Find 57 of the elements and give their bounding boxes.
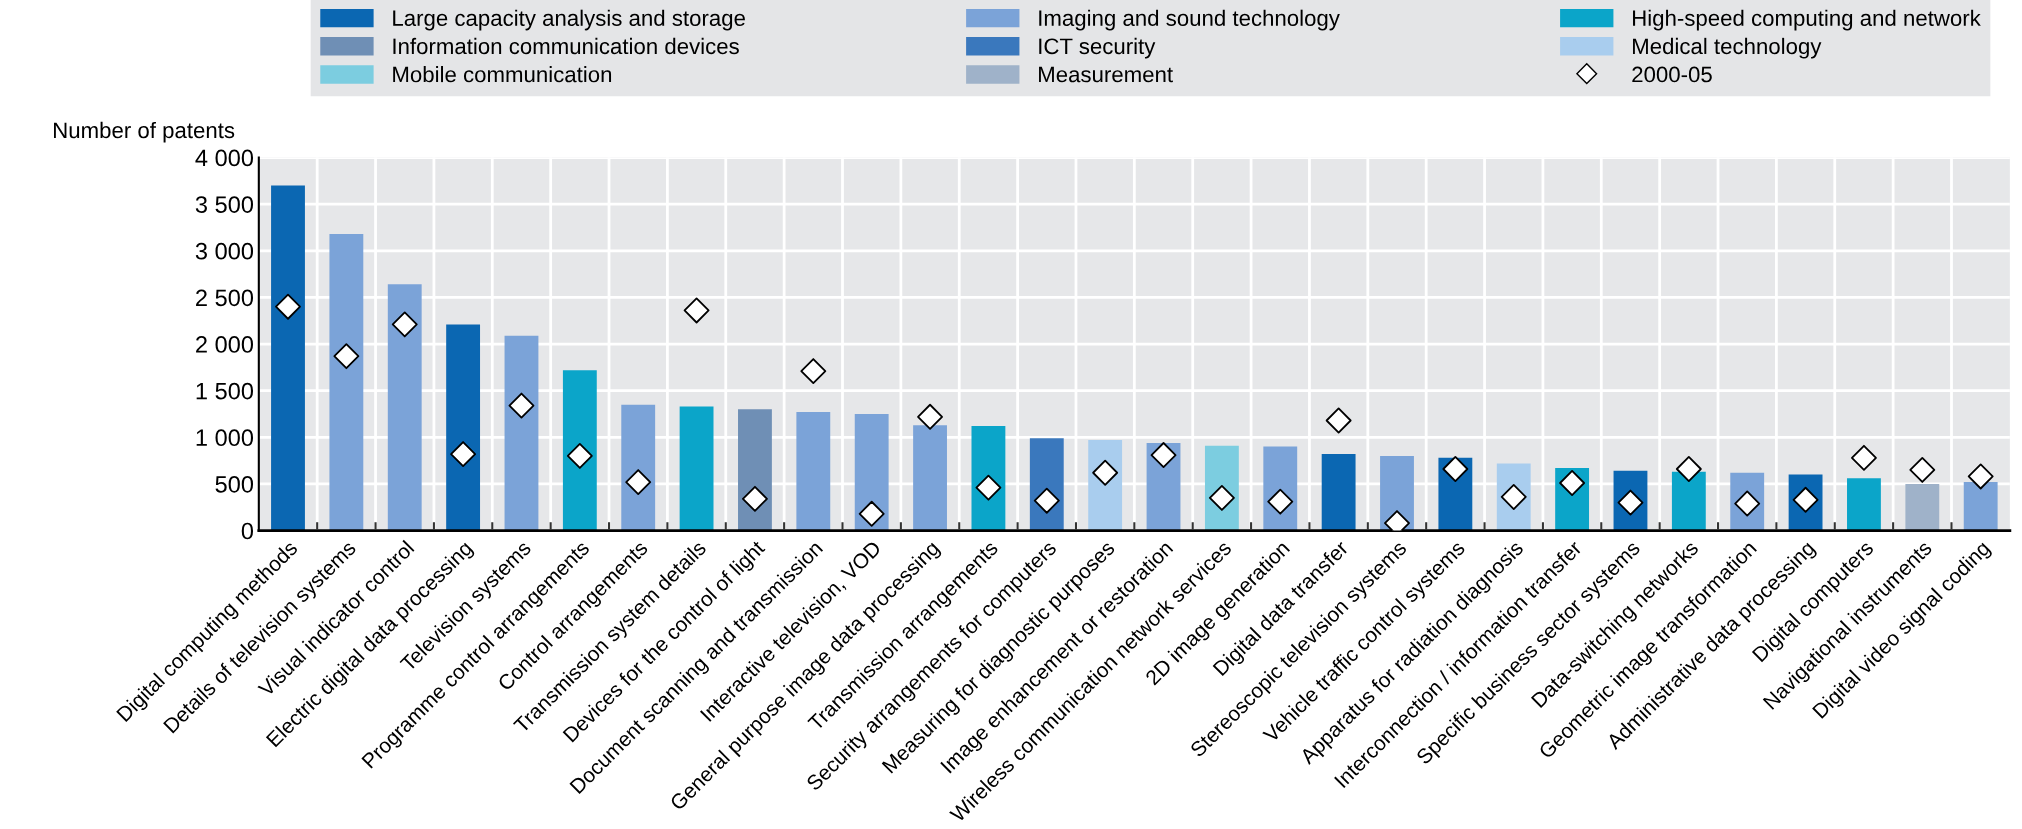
y-tick-label: 3 000 (195, 242, 254, 260)
y-tick-label: 500 (215, 476, 254, 493)
point (625, 469, 652, 495)
bar (854, 413, 889, 531)
point (800, 358, 827, 385)
point (858, 500, 885, 527)
point (1033, 487, 1060, 514)
bar (621, 404, 656, 531)
bar (1847, 478, 1881, 531)
bar (562, 370, 597, 531)
y-tick-label: 1 500 (196, 382, 254, 400)
legend-label: Large capacity analysis and storage (393, 9, 745, 31)
legend-label: Medical technology (1633, 37, 1822, 59)
point (333, 343, 360, 370)
legend-label: Information communication devices (393, 37, 739, 55)
point (508, 392, 535, 419)
y-tick-label: 2 500 (196, 289, 254, 307)
bar (913, 425, 947, 531)
legend-label: Imaging and sound technology (1039, 9, 1340, 31)
bar (504, 335, 539, 531)
legend-label: Measurement (1039, 66, 1173, 83)
bar (738, 409, 772, 531)
y-tick-label: 0 (241, 522, 254, 540)
point (566, 443, 593, 469)
bar (271, 185, 305, 531)
bar (1963, 482, 1998, 531)
legend-label: High-speed computing and network (1633, 9, 1981, 31)
y-tick-label: 2 000 (196, 336, 254, 353)
bar (796, 412, 831, 531)
y-axis-title: Number of patents (54, 121, 235, 143)
point (742, 485, 768, 512)
bar (1321, 454, 1356, 531)
y-tick-label: 1 000 (196, 429, 254, 447)
point (1325, 407, 1352, 434)
bar (1671, 471, 1706, 531)
bar (446, 324, 481, 531)
legend-label: Mobile communication (393, 66, 612, 83)
bar (1905, 483, 1940, 531)
bar (679, 406, 714, 531)
point (1675, 456, 1702, 482)
point (1559, 470, 1586, 496)
point (1442, 456, 1469, 482)
point (450, 441, 477, 468)
point (683, 297, 710, 324)
legend-label: ICT security (1039, 37, 1156, 59)
point (917, 403, 943, 430)
legend-label: 2000-05 (1632, 66, 1712, 83)
point (391, 311, 418, 338)
point (1851, 444, 1877, 471)
point (1909, 457, 1936, 483)
point (1967, 463, 1994, 490)
y-tick-label: 3 500 (195, 196, 254, 213)
point (275, 293, 301, 320)
bar (387, 284, 422, 531)
point (1150, 442, 1177, 468)
y-tick-label: 4 000 (195, 149, 254, 167)
bar (329, 233, 364, 531)
